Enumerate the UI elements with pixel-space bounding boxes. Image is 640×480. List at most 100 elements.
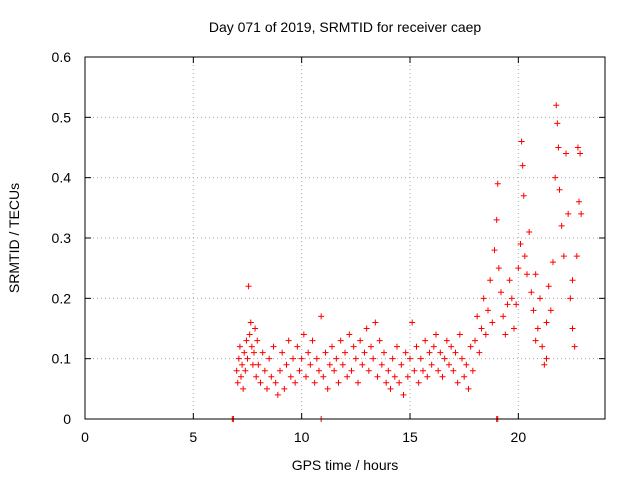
data-point: [320, 373, 327, 380]
data-point: [576, 198, 582, 205]
data-point: [474, 313, 481, 320]
data-point: [266, 355, 273, 362]
data-point: [402, 349, 409, 356]
y-tick-label: 0.1: [52, 351, 72, 367]
data-point: [424, 373, 431, 380]
data-point: [513, 301, 520, 308]
ticks: 0 5 10 15 20 0 0.1 0.2 0.3 0.4 0.5 0.6: [52, 49, 605, 445]
data-point: [240, 385, 247, 392]
data-point: [307, 361, 314, 368]
data-point: [374, 373, 381, 380]
data-point: [508, 295, 515, 302]
data-point: [463, 361, 470, 368]
data-point: [554, 120, 561, 127]
data-point: [494, 180, 501, 187]
data-point: [251, 349, 257, 356]
data-point: [541, 361, 548, 368]
data-point: [560, 253, 567, 260]
data-point: [422, 337, 429, 344]
data-point: [450, 367, 457, 374]
data-point: [313, 355, 320, 362]
x-axis-title: GPS time / hours: [292, 457, 399, 473]
data-point: [524, 271, 530, 278]
data-point: [385, 367, 392, 374]
data-point: [241, 349, 248, 356]
y-tick-label: 0.3: [52, 230, 72, 246]
data-point: [246, 331, 253, 338]
data-point: [446, 361, 452, 368]
data-point: [495, 265, 502, 272]
data-point: [254, 337, 261, 344]
data-point: [555, 144, 562, 151]
data-point: [309, 337, 316, 344]
data-point: [247, 319, 254, 326]
data-point: [415, 379, 422, 386]
data-point: [238, 373, 244, 380]
data-point: [567, 295, 574, 302]
data-point: [277, 367, 283, 374]
data-point: [394, 343, 400, 350]
data-point: [279, 349, 286, 356]
data-point: [563, 150, 569, 157]
data-point: [461, 373, 468, 380]
data-points: [229, 102, 585, 422]
data-point: [407, 355, 413, 362]
data-point: [528, 289, 535, 296]
data-point: [331, 367, 338, 374]
data-point: [417, 355, 424, 362]
data-point: [537, 295, 543, 302]
data-point: [543, 319, 550, 326]
data-point: [268, 373, 275, 380]
data-point: [344, 373, 351, 380]
data-point: [248, 343, 255, 350]
data-point: [420, 367, 426, 374]
x-tick-label: 15: [402, 429, 418, 445]
data-point: [433, 331, 439, 338]
data-point: [242, 367, 249, 374]
data-point: [272, 379, 279, 386]
data-point: [404, 373, 411, 380]
data-point: [469, 367, 476, 374]
data-point: [283, 361, 290, 368]
data-point: [355, 379, 361, 386]
x-tick-label: 10: [294, 429, 310, 445]
data-point: [372, 319, 379, 326]
data-point: [543, 355, 550, 362]
data-point: [545, 283, 552, 290]
data-point: [574, 144, 581, 151]
data-point: [296, 367, 303, 374]
data-point: [329, 343, 335, 350]
data-point: [520, 192, 527, 199]
data-point: [443, 337, 450, 344]
data-point: [316, 367, 322, 374]
data-point: [478, 325, 485, 332]
data-point: [348, 367, 355, 374]
data-point: [504, 301, 511, 308]
data-point: [498, 289, 504, 296]
data-point: [518, 138, 525, 145]
data-point: [239, 361, 246, 368]
data-point: [233, 367, 240, 374]
data-point: [363, 325, 370, 332]
data-point: [335, 379, 342, 386]
data-point: [515, 265, 522, 272]
data-point: [456, 331, 463, 338]
data-point: [264, 385, 270, 392]
data-point: [487, 277, 494, 284]
data-point: [558, 222, 565, 229]
x-tick-label: 5: [189, 429, 197, 445]
data-point: [398, 361, 405, 368]
data-point: [480, 295, 487, 302]
data-point: [578, 210, 585, 217]
data-point: [350, 343, 357, 350]
data-point: [324, 385, 331, 392]
data-point: [550, 259, 556, 266]
y-tick-label: 0: [63, 411, 71, 427]
data-point: [253, 373, 260, 380]
data-point: [454, 379, 461, 386]
data-point: [294, 343, 301, 350]
data-point: [235, 355, 242, 362]
data-point: [391, 373, 398, 380]
data-point: [521, 253, 528, 260]
